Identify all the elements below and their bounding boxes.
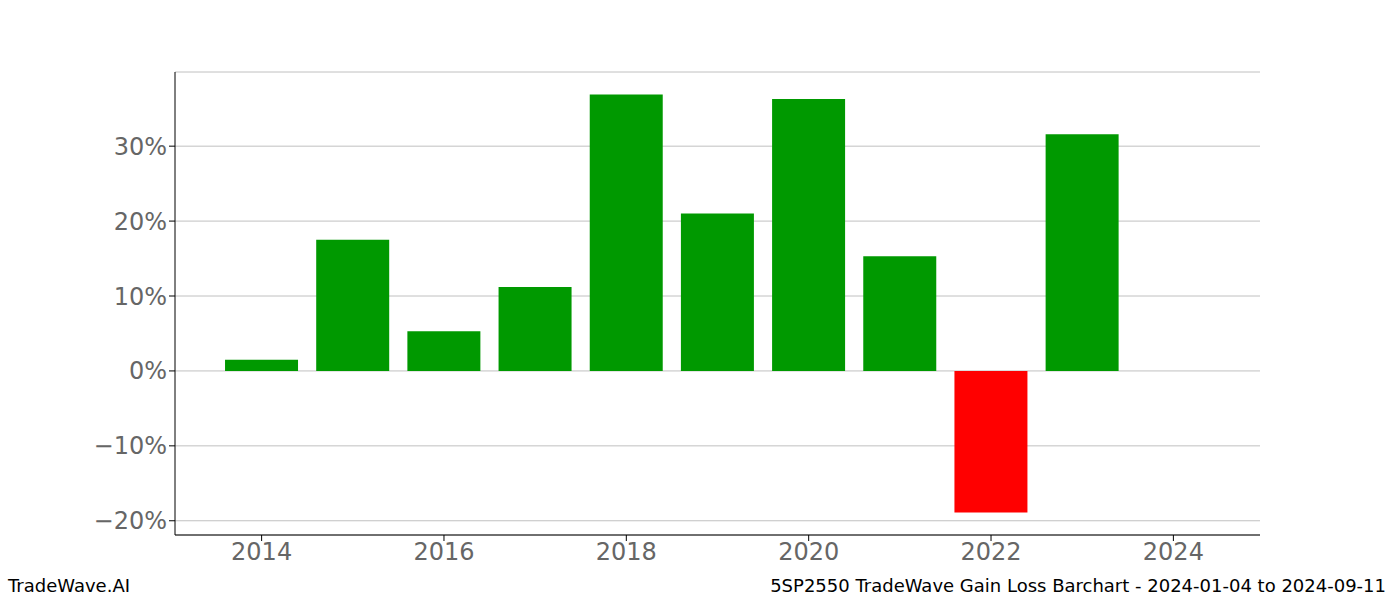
svg-text:−10%: −10% bbox=[94, 432, 167, 460]
svg-text:2022: 2022 bbox=[960, 538, 1021, 566]
svg-text:2020: 2020 bbox=[778, 538, 839, 566]
svg-text:2024: 2024 bbox=[1143, 538, 1204, 566]
svg-text:30%: 30% bbox=[114, 133, 167, 161]
html-text:TradeWave.AI: TradeWave.AI bbox=[8, 575, 130, 596]
html-text:5SP2550 TradeWave Gain Loss Ba: 5SP2550 TradeWave Gain Loss Barchart - 2… bbox=[770, 575, 1386, 596]
svg-text:20%: 20% bbox=[114, 208, 167, 236]
svg-text:2018: 2018 bbox=[596, 538, 657, 566]
svg-text:0%: 0% bbox=[129, 357, 167, 385]
svg-text:−20%: −20% bbox=[94, 507, 167, 535]
svg-text:10%: 10% bbox=[114, 283, 167, 311]
svg-text:2016: 2016 bbox=[413, 538, 474, 566]
svg-text:2014: 2014 bbox=[231, 538, 292, 566]
